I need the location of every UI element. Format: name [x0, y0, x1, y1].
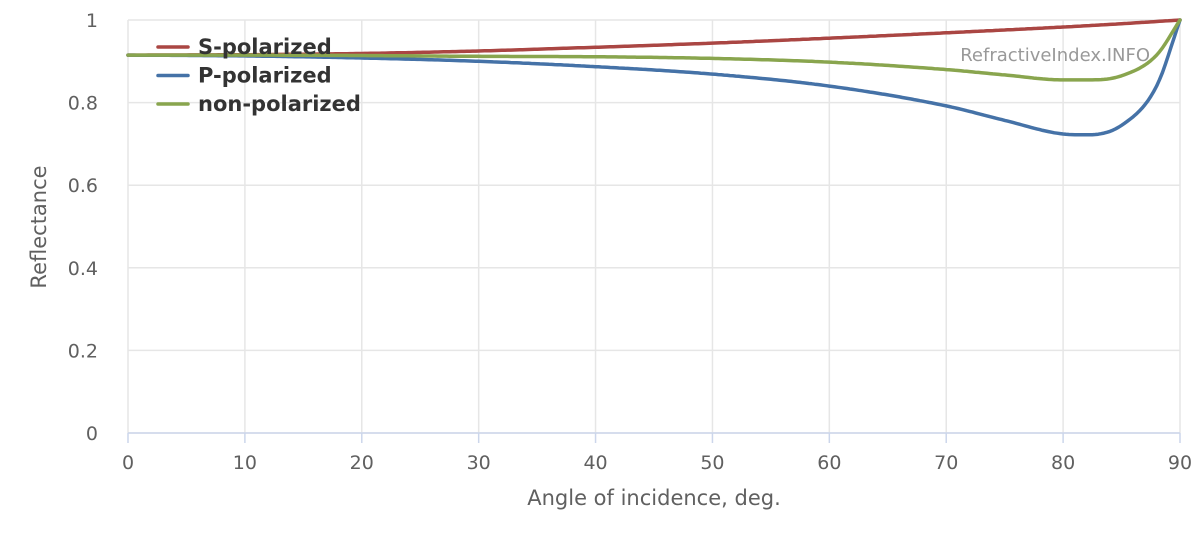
x-tick-label: 40	[583, 452, 607, 474]
legend-item[interactable]: P-polarized	[156, 64, 332, 88]
legend-label: non-polarized	[198, 92, 361, 116]
x-axis-title: Angle of incidence, deg.	[527, 486, 781, 510]
x-tick-label: 90	[1168, 452, 1192, 474]
y-tick-label: 0	[86, 423, 98, 445]
legend-label: P-polarized	[198, 64, 332, 88]
x-tick-label: 50	[700, 452, 724, 474]
y-tick-label: 0.8	[68, 93, 98, 115]
tick-labels: 0 10 20 30 40 50 60 70 80 90 0 0.2 0.4 0.6 0.8 1	[68, 10, 1192, 474]
x-tick-label: 20	[350, 452, 374, 474]
x-tick-label: 60	[817, 452, 841, 474]
axes	[127, 432, 1181, 443]
series-lines	[126, 18, 1182, 137]
y-tick-label: 0.6	[68, 175, 98, 197]
legend: S-polarized P-polarized non-polarized	[156, 35, 361, 116]
x-tick-label: 0	[122, 452, 134, 474]
legend-label: S-polarized	[198, 35, 332, 59]
x-tick-label: 30	[467, 452, 491, 474]
legend-item[interactable]: S-polarized	[156, 35, 332, 59]
series-line-2[interactable]	[126, 18, 1182, 82]
y-tick-label: 0.2	[68, 340, 98, 362]
x-tick-label: 10	[233, 452, 257, 474]
y-tick-label: 0.4	[68, 258, 98, 280]
credit-label[interactable]: RefractiveIndex.INFO	[960, 45, 1150, 66]
y-tick-label: 1	[86, 10, 98, 32]
x-tick-label: 80	[1051, 452, 1075, 474]
legend-item[interactable]: non-polarized	[156, 92, 361, 116]
x-tick-label: 70	[934, 452, 958, 474]
y-axis-title: Reflectance	[27, 165, 51, 288]
